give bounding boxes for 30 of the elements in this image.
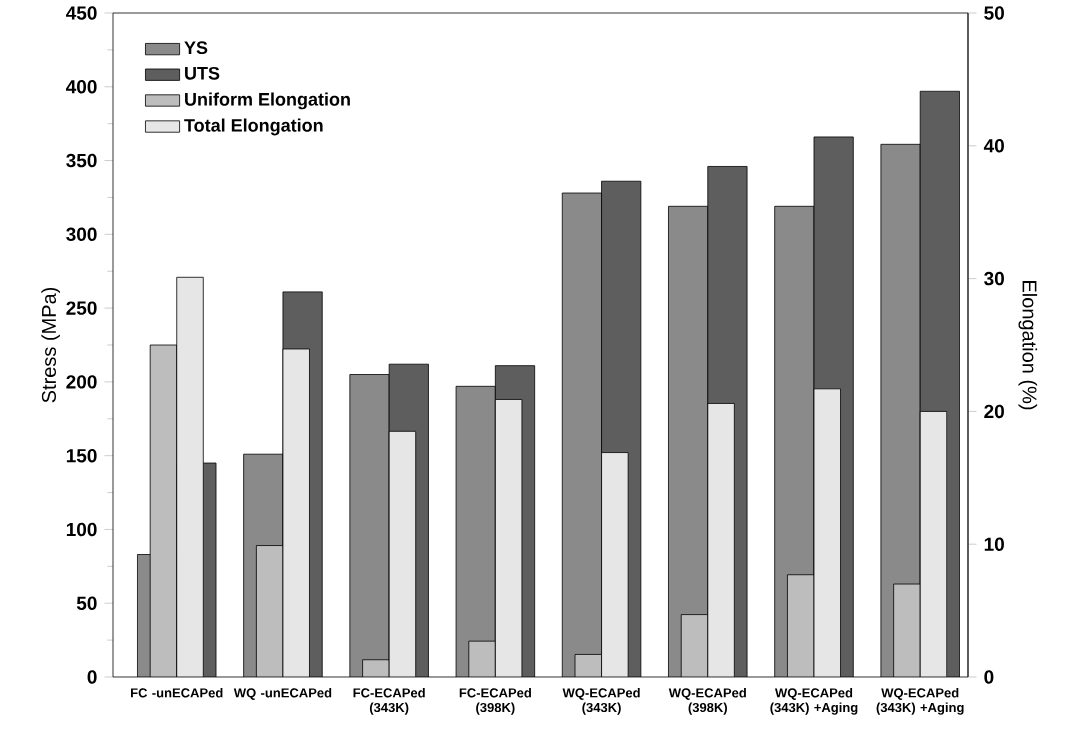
y2-tick-label: 10	[984, 537, 1004, 551]
y-tick-label: 400	[65, 80, 97, 94]
y2-tick-label: 0	[984, 670, 994, 684]
x-tick-label: FC -unECAPed	[131, 687, 223, 698]
x-tick-label: WQ-ECAPed (343K)	[562, 687, 640, 715]
legend-label: Total Elongation	[184, 118, 323, 136]
y-tick-label: 200	[66, 375, 97, 389]
y-tick-label: 0	[87, 670, 97, 684]
y-tick-label: 100	[66, 522, 97, 537]
y-tick-label: 350	[66, 153, 97, 168]
legend-label: YS	[184, 41, 208, 55]
x-tick-label: WQ-ECAPed (398K)	[668, 687, 746, 715]
y-tick-label: 50	[76, 596, 97, 610]
x-tick-label: FC-ECAPed (398K)	[459, 687, 531, 715]
x-tick-label: WQ-ECAPed (343K) +Aging	[876, 687, 964, 715]
x-tick-label: WQ -unECAPed	[233, 687, 332, 700]
legend-label: Uniform Elongation	[185, 92, 350, 110]
y-tick-label: 300	[66, 227, 97, 242]
y2-axis-title: Elongation (%)	[1018, 281, 1038, 410]
y-axis-title: Stress (MPa)	[41, 287, 60, 403]
legend-label: UTS	[185, 66, 220, 80]
y2-tick-label: 40	[983, 139, 1004, 153]
y2-tick-label: 30	[984, 271, 1004, 286]
x-tick-label: FC-ECAPed (343K)	[353, 687, 425, 715]
y2-tick-label: 50	[984, 6, 1004, 20]
y-tick-label: 150	[66, 448, 97, 463]
x-tick-label: WQ-ECAPed (343K) +Aging	[770, 687, 858, 715]
y-tick-label: 450	[65, 6, 97, 20]
y2-tick-label: 20	[984, 404, 1004, 419]
y-tick-label: 250	[66, 301, 97, 315]
